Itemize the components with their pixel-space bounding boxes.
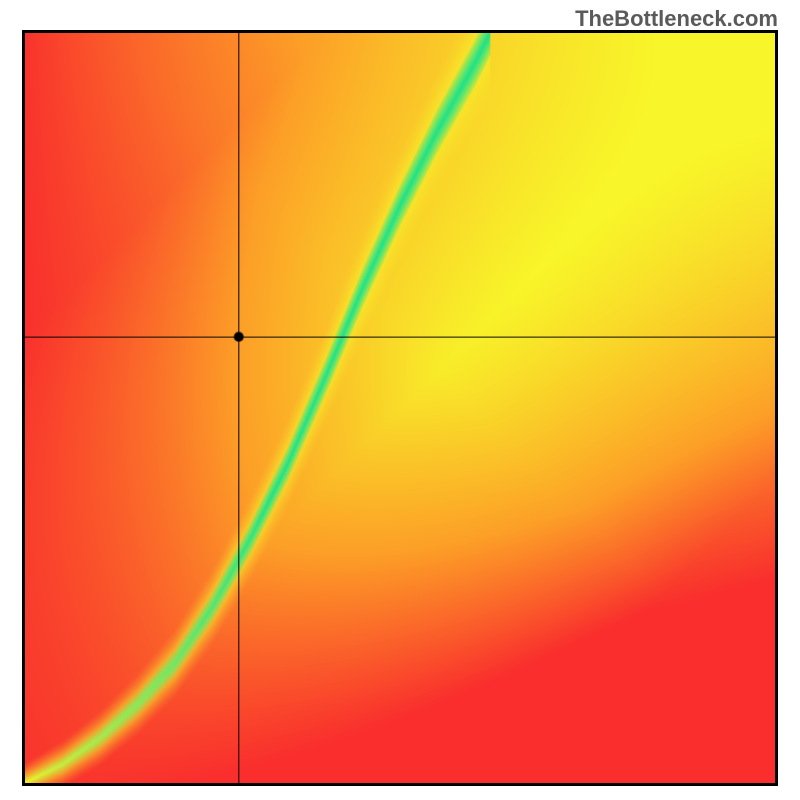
heatmap-plot — [22, 30, 778, 786]
heatmap-canvas — [25, 33, 775, 783]
watermark-text: TheBottleneck.com — [575, 6, 778, 32]
